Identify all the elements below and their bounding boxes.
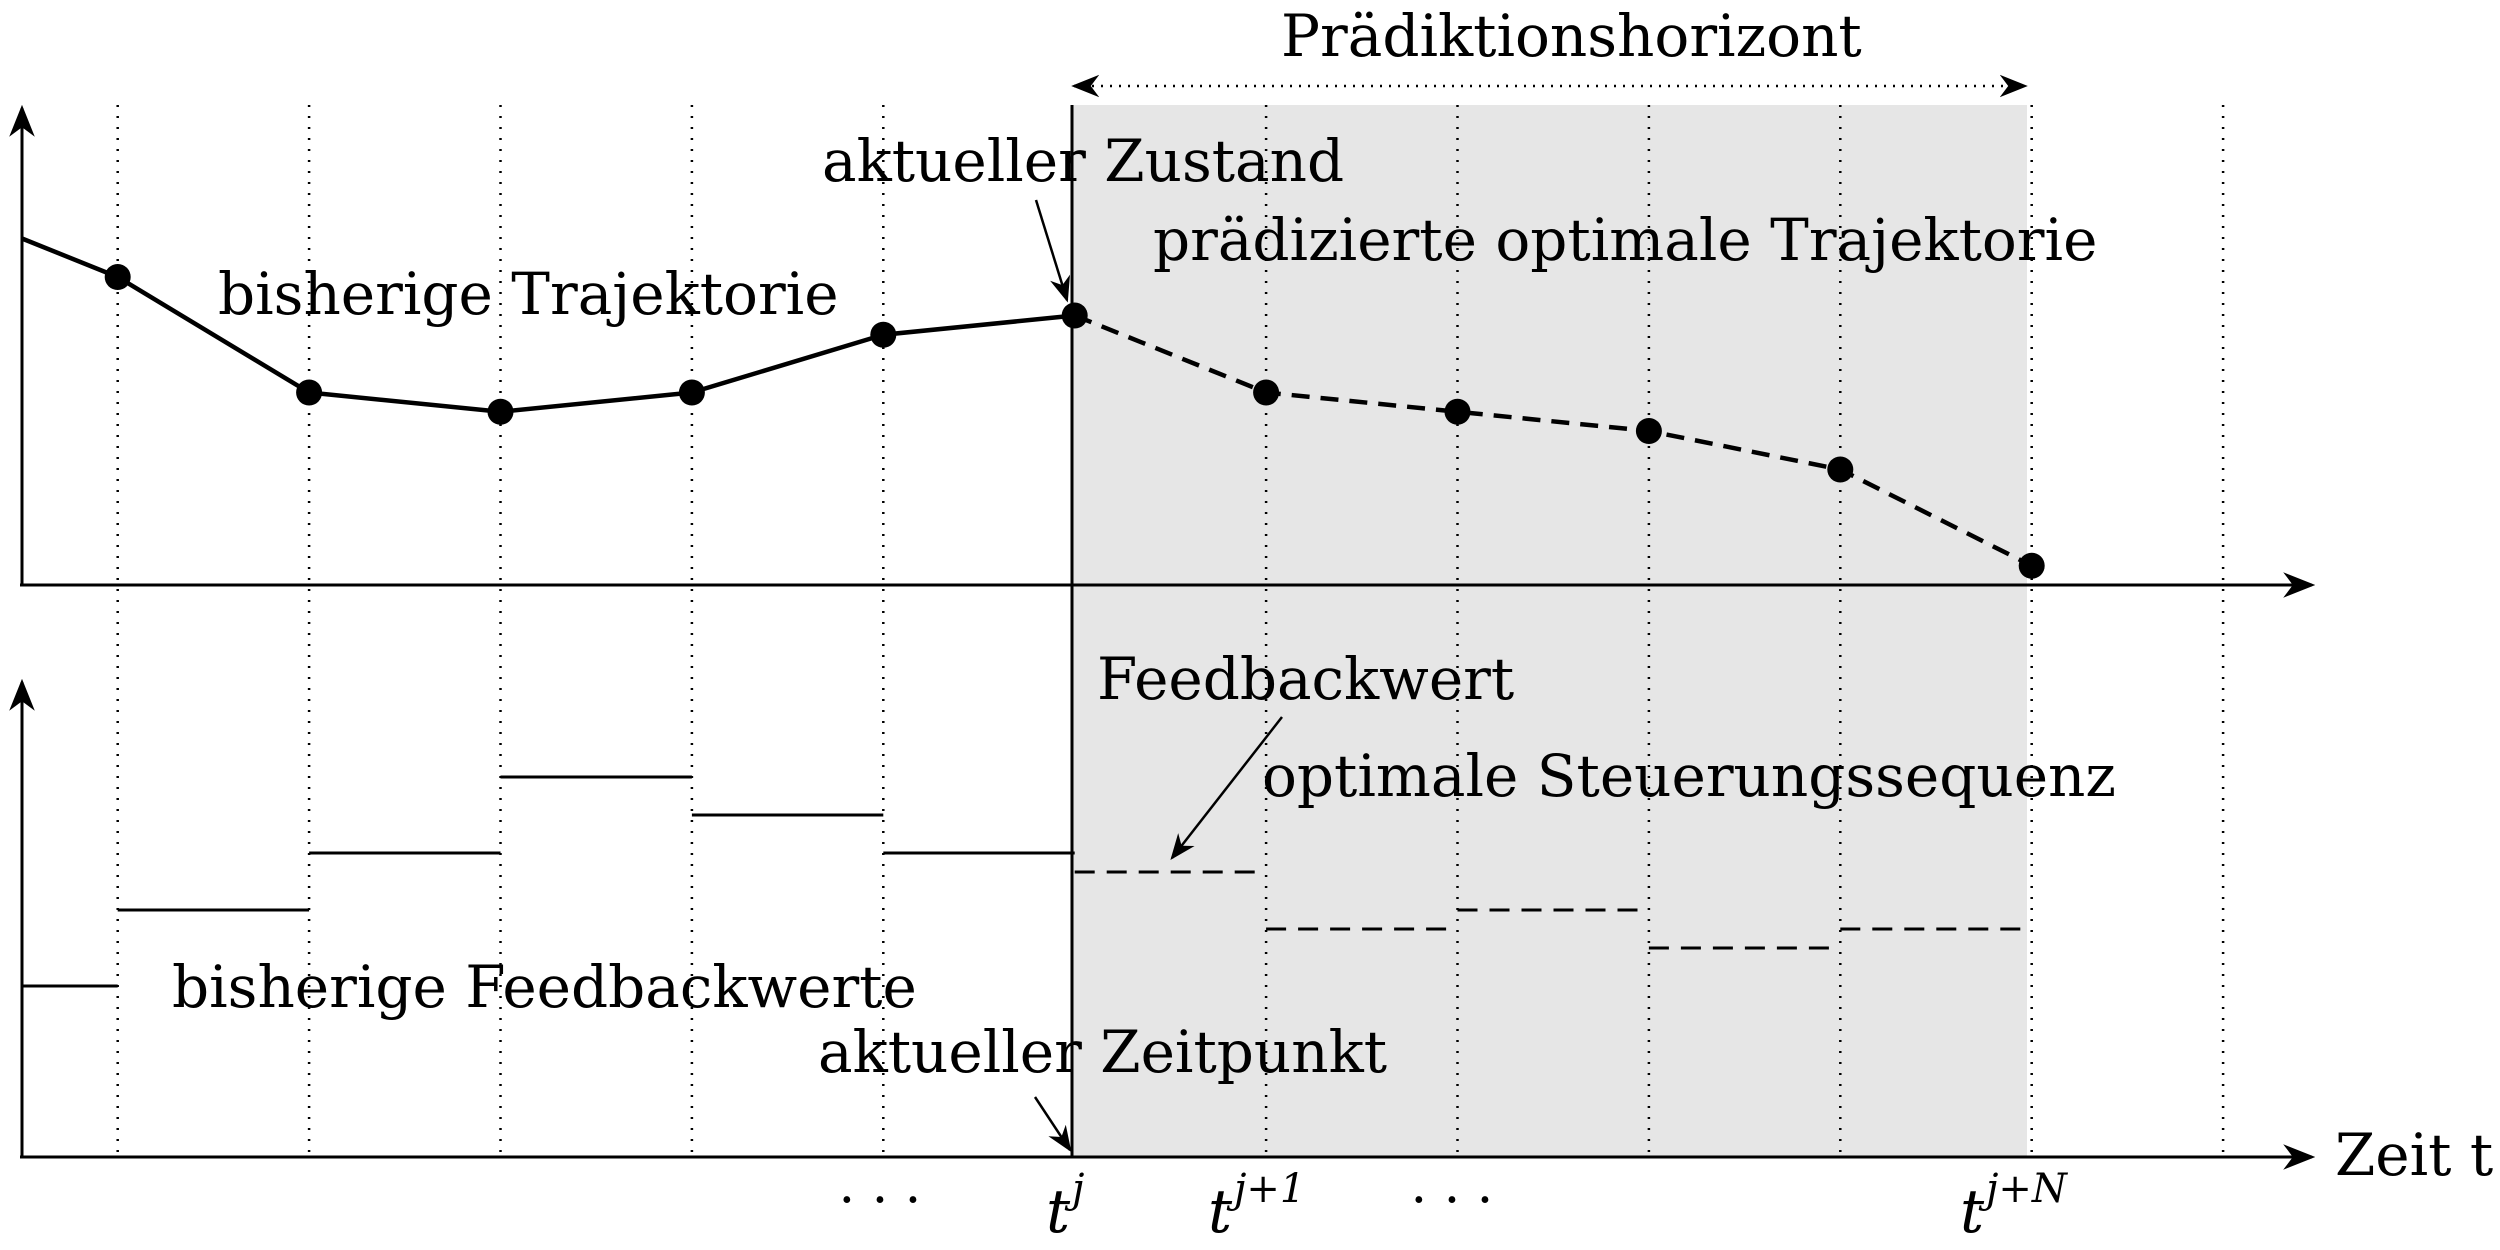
tick-tj1-base: t	[1208, 1177, 1233, 1247]
feedback-value-arrow	[1170, 716, 1283, 861]
predicted-trajectory-point	[1635, 418, 1662, 444]
time-axis-label: Zeit t	[2335, 1121, 2493, 1189]
predicted-trajectory-point	[1827, 456, 1854, 483]
tick-tj1-sup: j+1	[1226, 1166, 1305, 1212]
predicted-trajectory-point	[2018, 552, 2045, 579]
tick-tjN-base: t	[1960, 1177, 1985, 1247]
optimal-control-label: optimale Steuerungssequenz	[1262, 742, 2116, 810]
predicted-trajectory-point	[1253, 379, 1280, 406]
tick-tj: t j	[1046, 1166, 1084, 1247]
tick-dots-mid: · · ·	[1411, 1171, 1494, 1231]
past-trajectory-point	[1061, 302, 1088, 329]
tick-tjN-sup: j+N	[1978, 1166, 2069, 1212]
past-trajectory-point	[487, 398, 514, 425]
past-feedback-label: bisherige Feedbackwerte	[172, 953, 917, 1021]
current-time-arrow	[1033, 1096, 1072, 1153]
past-trajectory-point	[870, 321, 897, 348]
tick-dots-left: · · ·	[839, 1171, 922, 1231]
past-trajectory-point	[104, 264, 131, 290]
tick-tjN: t j+N	[1960, 1166, 2069, 1247]
control-plot	[22, 775, 2032, 988]
past-trajectory-point	[678, 379, 705, 406]
predicted-trajectory-label: prädizierte optimale Trajektorie	[1153, 206, 2097, 274]
current-time-label: aktueller Zeitpunkt	[818, 1018, 1387, 1086]
current-state-label: aktueller Zustand	[822, 127, 1344, 195]
current-state-arrow	[1034, 199, 1071, 303]
predicted-trajectory-point	[1444, 398, 1471, 425]
feedback-value-label: Feedbackwert	[1097, 645, 1514, 713]
predicted-trajectory-line	[1073, 313, 2033, 568]
tick-tj1: t j+1	[1208, 1166, 1305, 1247]
past-trajectory-point	[296, 379, 323, 406]
tick-tj-base: t	[1046, 1177, 1071, 1247]
horizon-label: Prädiktionshorizont	[1281, 2, 1862, 70]
prediction-horizon-region	[1072, 105, 2027, 1157]
past-trajectory-label: bisherige Trajektorie	[218, 260, 839, 328]
trajectory-plot	[21, 236, 2045, 579]
